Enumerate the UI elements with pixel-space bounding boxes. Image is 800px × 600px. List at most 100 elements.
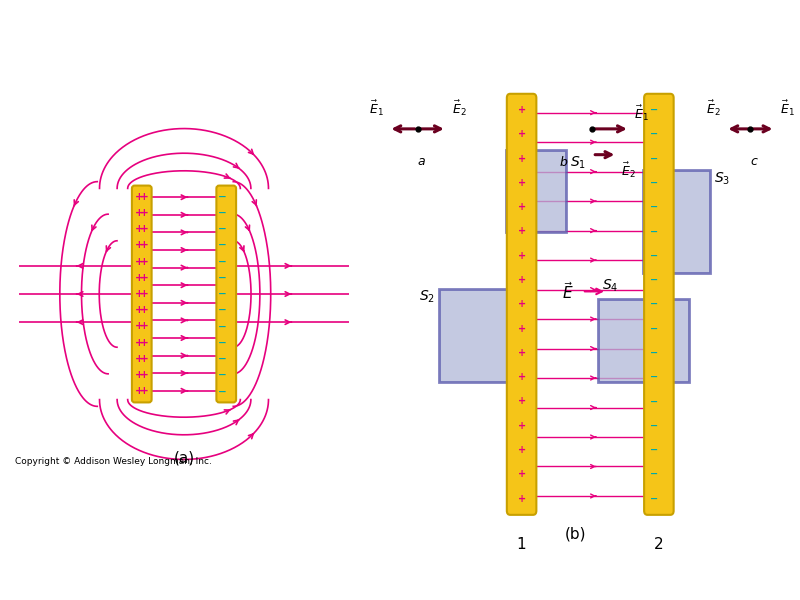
Text: $\vec{E}_1$: $\vec{E}_1$: [781, 98, 795, 118]
Text: +: +: [135, 305, 144, 315]
Text: +: +: [140, 322, 149, 331]
Bar: [439, 289, 518, 382]
Text: +: +: [518, 348, 526, 358]
Text: +: +: [140, 305, 149, 315]
Text: +: +: [140, 224, 149, 234]
Text: +: +: [140, 386, 149, 397]
Text: −: −: [218, 257, 227, 266]
Text: +: +: [140, 208, 149, 218]
Text: +: +: [518, 494, 526, 503]
Text: +: +: [518, 226, 526, 236]
Text: −: −: [650, 275, 658, 285]
Text: −: −: [650, 372, 658, 382]
Text: $S_4$: $S_4$: [602, 278, 618, 294]
Text: −: −: [218, 354, 227, 364]
Text: +: +: [140, 257, 149, 266]
Text: $\vec{E}_1$: $\vec{E}_1$: [369, 98, 383, 118]
Text: −: −: [650, 469, 658, 479]
Text: −: −: [218, 208, 227, 218]
Bar: [643, 170, 710, 274]
Text: −: −: [650, 299, 658, 310]
Text: −: −: [650, 251, 658, 261]
Text: −: −: [218, 273, 227, 283]
Text: $\vec{E}_1$: $\vec{E}_1$: [634, 104, 649, 123]
Text: +: +: [135, 354, 144, 364]
Text: +: +: [140, 354, 149, 364]
Text: $\vec{E}_2$: $\vec{E}_2$: [706, 98, 720, 118]
Bar: [506, 149, 566, 232]
Text: +: +: [135, 386, 144, 397]
Text: +: +: [518, 251, 526, 261]
Text: $\vec{E}_2$: $\vec{E}_2$: [622, 160, 636, 180]
Text: −: −: [218, 224, 227, 234]
Text: $c$: $c$: [750, 155, 759, 167]
Text: $b$: $b$: [558, 155, 568, 169]
Text: $\vec{E}_2$: $\vec{E}_2$: [452, 98, 466, 118]
Text: +: +: [135, 224, 144, 234]
Text: +: +: [140, 273, 149, 283]
Text: $\vec{E}$: $\vec{E}$: [562, 281, 574, 302]
Text: −: −: [218, 370, 227, 380]
Text: +: +: [518, 469, 526, 479]
Text: +: +: [518, 421, 526, 431]
Text: −: −: [218, 191, 227, 202]
Text: −: −: [650, 226, 658, 236]
Text: −: −: [218, 386, 227, 397]
Text: +: +: [518, 202, 526, 212]
Text: +: +: [518, 372, 526, 382]
Text: −: −: [650, 105, 658, 115]
Text: −: −: [650, 154, 658, 164]
Text: −: −: [218, 240, 227, 250]
Bar: [598, 299, 689, 382]
Text: +: +: [140, 240, 149, 250]
Text: −: −: [650, 421, 658, 431]
Text: 1: 1: [517, 536, 526, 551]
Text: +: +: [518, 397, 526, 406]
Text: +: +: [518, 178, 526, 188]
Text: +: +: [135, 338, 144, 348]
Text: −: −: [650, 323, 658, 334]
Text: (a): (a): [174, 450, 194, 465]
Text: $S_3$: $S_3$: [714, 170, 730, 187]
Text: +: +: [135, 208, 144, 218]
FancyBboxPatch shape: [507, 94, 536, 515]
Text: −: −: [218, 305, 227, 315]
Text: +: +: [518, 299, 526, 310]
Text: +: +: [140, 338, 149, 348]
Text: −: −: [650, 348, 658, 358]
Text: +: +: [135, 289, 144, 299]
Text: $S_1$: $S_1$: [570, 155, 586, 171]
Text: $S_2$: $S_2$: [419, 289, 435, 305]
Text: +: +: [140, 191, 149, 202]
Text: −: −: [218, 338, 227, 348]
Text: (b): (b): [565, 527, 586, 542]
Text: +: +: [518, 275, 526, 285]
Text: 2: 2: [654, 536, 664, 551]
Text: +: +: [518, 130, 526, 139]
Text: +: +: [518, 154, 526, 164]
Text: +: +: [140, 370, 149, 380]
Text: +: +: [135, 191, 144, 202]
Text: +: +: [135, 273, 144, 283]
Text: −: −: [650, 445, 658, 455]
Text: −: −: [650, 178, 658, 188]
Text: +: +: [518, 323, 526, 334]
Text: $a$: $a$: [418, 155, 426, 167]
Text: +: +: [135, 257, 144, 266]
Text: +: +: [135, 240, 144, 250]
FancyBboxPatch shape: [216, 185, 236, 403]
Text: Copyright © Addison Wesley Longman, Inc.: Copyright © Addison Wesley Longman, Inc.: [15, 457, 212, 466]
Text: +: +: [518, 445, 526, 455]
FancyBboxPatch shape: [132, 185, 152, 403]
Text: −: −: [650, 130, 658, 139]
Text: +: +: [140, 289, 149, 299]
Text: −: −: [218, 289, 227, 299]
Text: −: −: [218, 322, 227, 331]
Text: −: −: [650, 202, 658, 212]
Text: +: +: [135, 370, 144, 380]
Text: −: −: [650, 494, 658, 503]
Text: +: +: [135, 322, 144, 331]
FancyBboxPatch shape: [644, 94, 674, 515]
Text: −: −: [650, 397, 658, 406]
Text: +: +: [518, 105, 526, 115]
